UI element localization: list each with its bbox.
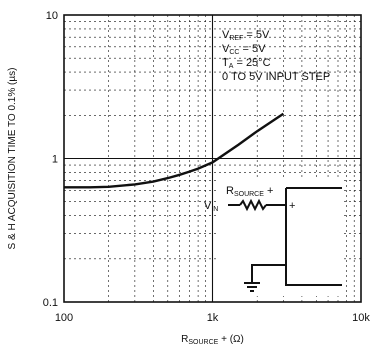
y-axis-label: S & H ACQUISITION TIME TO 0.1% (µs) [7, 68, 18, 250]
condition-main: V [222, 43, 230, 55]
condition-line: VREF = 5V [222, 29, 270, 42]
x-axis-label-main: R [181, 334, 188, 345]
condition-line: TA = 25°C [222, 57, 271, 70]
condition-sub: CC [229, 49, 239, 56]
x-axis-label-rest: + (Ω) [218, 334, 244, 345]
rsource-label: RSOURCE + [226, 185, 273, 198]
condition-main: V [222, 29, 230, 41]
condition-sub: REF [229, 35, 243, 42]
x-tick-label: 1k [207, 312, 219, 324]
x-axis-label: RSOURCE + (Ω) [181, 334, 244, 346]
x-tick-label: 100 [55, 312, 73, 324]
sample-hold-schematic: RSOURCE + VIN + [204, 178, 343, 296]
rsource-sub: SOURCE [234, 191, 264, 198]
condition-line: 0 TO 5V INPUT STEP [222, 71, 330, 83]
plus-label: + [289, 200, 295, 212]
tick-labels: 100 1k 10k 10 1 0.1 [43, 10, 371, 324]
condition-rest: = 5V [239, 43, 266, 55]
condition-sub: A [229, 63, 234, 70]
grid [64, 15, 361, 302]
plot-frame [63, 14, 362, 303]
y-tick-label: 10 [46, 10, 58, 22]
x-axis-label-sub: SOURCE [188, 339, 218, 346]
condition-line: VCC = 5V [222, 43, 266, 56]
y-tick-label: 0.1 [43, 297, 58, 309]
condition-rest: = 25°C [233, 57, 270, 69]
rsource-main: R [226, 185, 234, 197]
sample-hold-body [285, 188, 342, 286]
condition-main: T [222, 57, 229, 69]
condition-main: 0 TO 5V INPUT STEP [222, 71, 330, 83]
ground-wire [251, 264, 286, 283]
condition-rest: = 5V [243, 29, 270, 41]
y-tick-label: 1 [52, 154, 58, 166]
x-tick-label: 10k [352, 312, 370, 324]
series-line [64, 112, 285, 189]
resistor-icon [239, 198, 267, 212]
vin-label: VIN [204, 200, 218, 213]
schematic-background [218, 178, 343, 296]
vin-main: V [204, 200, 212, 212]
rsource-rest: + [264, 185, 273, 197]
vin-sub: IN [211, 206, 218, 213]
